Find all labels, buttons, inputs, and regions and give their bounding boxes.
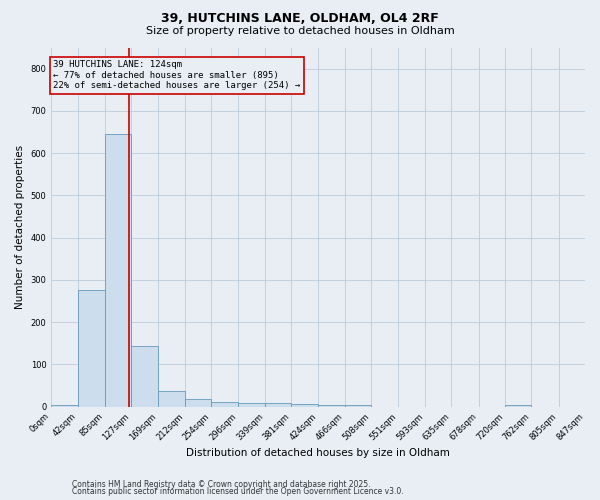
Y-axis label: Number of detached properties: Number of detached properties <box>15 145 25 309</box>
Text: 39, HUTCHINS LANE, OLDHAM, OL4 2RF: 39, HUTCHINS LANE, OLDHAM, OL4 2RF <box>161 12 439 26</box>
Bar <box>238 404 265 406</box>
Bar <box>131 346 158 406</box>
Text: 39 HUTCHINS LANE: 124sqm
← 77% of detached houses are smaller (895)
22% of semi-: 39 HUTCHINS LANE: 124sqm ← 77% of detach… <box>53 60 301 90</box>
Bar <box>319 404 345 406</box>
Bar <box>292 404 319 406</box>
Bar <box>158 391 185 406</box>
Bar <box>265 404 292 406</box>
Bar <box>51 404 78 406</box>
Bar <box>185 399 211 406</box>
Bar <box>105 134 131 406</box>
Text: Contains HM Land Registry data © Crown copyright and database right 2025.: Contains HM Land Registry data © Crown c… <box>72 480 371 489</box>
Bar <box>211 402 238 406</box>
Text: Contains public sector information licensed under the Open Government Licence v3: Contains public sector information licen… <box>72 487 404 496</box>
Bar <box>78 290 105 406</box>
X-axis label: Distribution of detached houses by size in Oldham: Distribution of detached houses by size … <box>186 448 450 458</box>
Text: Size of property relative to detached houses in Oldham: Size of property relative to detached ho… <box>146 26 454 36</box>
